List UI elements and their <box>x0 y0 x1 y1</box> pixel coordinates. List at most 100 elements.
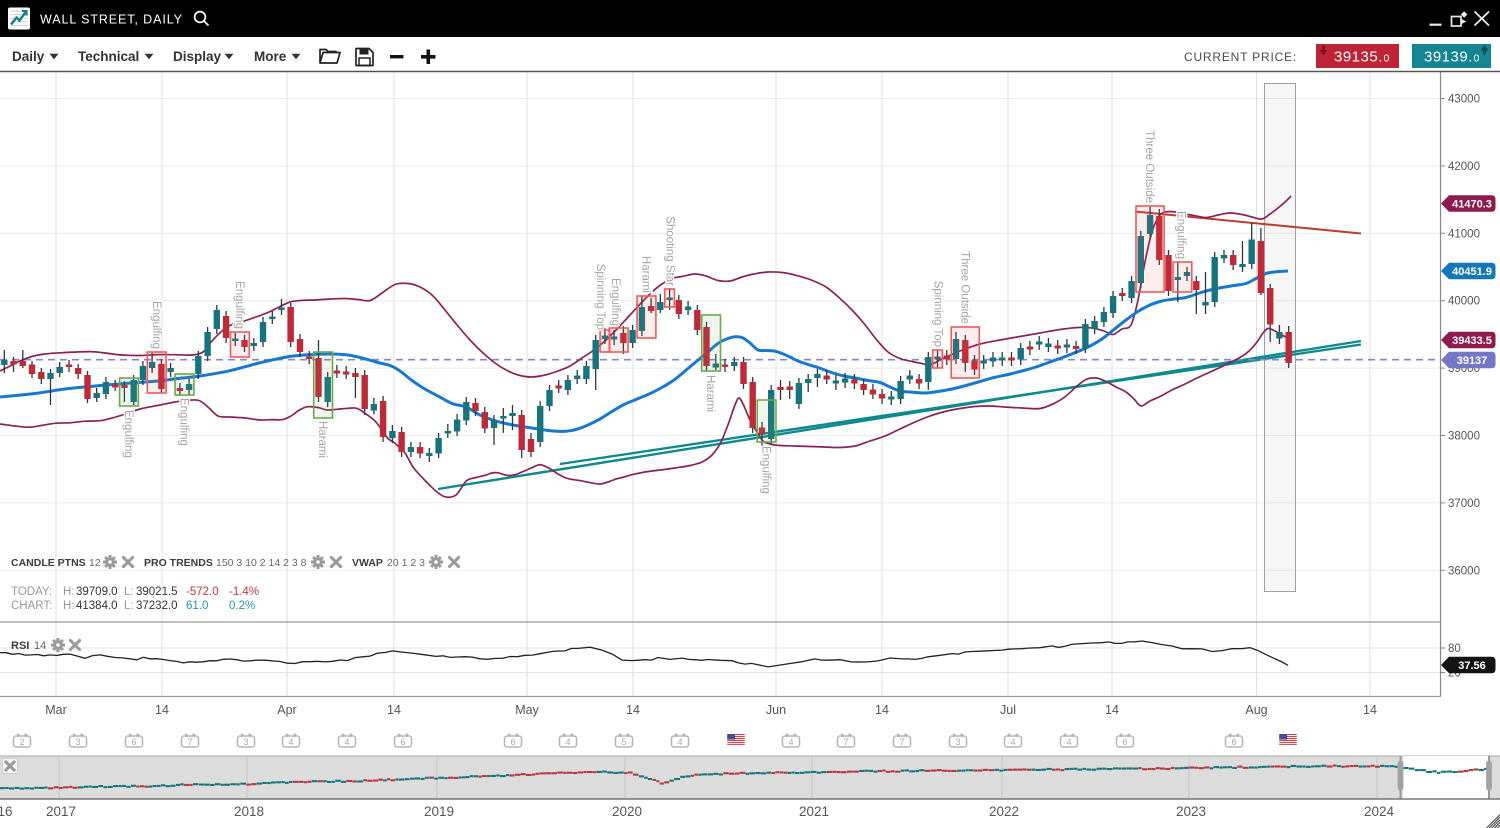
svg-text:5: 5 <box>621 737 626 747</box>
svg-text:Jun: Jun <box>766 703 786 717</box>
svg-text:3: 3 <box>243 737 248 747</box>
svg-text:2023: 2023 <box>1176 804 1206 819</box>
svg-text:4: 4 <box>677 737 682 747</box>
svg-text:Aug: Aug <box>1245 703 1267 717</box>
svg-text:0.2%: 0.2% <box>229 600 255 612</box>
svg-text:Engulfing: Engulfing <box>233 281 245 329</box>
svg-text:4: 4 <box>565 737 570 747</box>
svg-text:2022: 2022 <box>989 804 1019 819</box>
svg-text:4: 4 <box>288 737 293 747</box>
svg-text:Engulfing: Engulfing <box>177 398 189 446</box>
svg-text:14: 14 <box>34 640 46 652</box>
svg-text:Technical: Technical <box>78 49 139 64</box>
svg-text:Engulfing: Engulfing <box>1174 211 1186 259</box>
svg-text:More: More <box>254 49 287 64</box>
svg-text:40451.9: 40451.9 <box>1452 266 1492 278</box>
svg-text:4: 4 <box>788 737 793 747</box>
svg-text:Engulfing: Engulfing <box>122 410 134 458</box>
svg-text:-1.4%: -1.4% <box>229 586 259 598</box>
svg-text:41000: 41000 <box>1448 228 1480 240</box>
svg-text:14: 14 <box>1363 703 1377 717</box>
svg-text:14: 14 <box>875 703 889 717</box>
svg-text:6: 6 <box>1231 737 1236 747</box>
svg-text:16: 16 <box>0 804 13 819</box>
svg-text:Engulfing: Engulfing <box>760 446 772 494</box>
svg-text:41470.3: 41470.3 <box>1452 199 1492 211</box>
svg-text:14: 14 <box>626 703 640 717</box>
svg-text:43000: 43000 <box>1448 94 1480 106</box>
svg-text:0: 0 <box>1474 53 1480 65</box>
svg-text:Harami: Harami <box>639 256 651 293</box>
svg-text:2: 2 <box>19 737 24 747</box>
svg-text:39135.: 39135. <box>1334 49 1383 66</box>
svg-text:May: May <box>515 703 539 717</box>
svg-text:7: 7 <box>187 737 192 747</box>
svg-text:2018: 2018 <box>234 804 264 819</box>
svg-text:Harami: Harami <box>704 375 716 412</box>
svg-text:Apr: Apr <box>277 703 296 717</box>
svg-text:CURRENT PRICE:: CURRENT PRICE: <box>1184 50 1297 64</box>
svg-text:14: 14 <box>387 703 401 717</box>
svg-text:4: 4 <box>344 737 349 747</box>
svg-text:39433.5: 39433.5 <box>1452 335 1492 347</box>
svg-text:14: 14 <box>155 703 169 717</box>
svg-text:Engulfing: Engulfing <box>150 301 162 349</box>
svg-text:4: 4 <box>1066 737 1071 747</box>
svg-text:14: 14 <box>1105 703 1119 717</box>
svg-text:2019: 2019 <box>424 804 454 819</box>
svg-text:3: 3 <box>75 737 80 747</box>
svg-text:CANDLE PTNS: CANDLE PTNS <box>11 557 86 569</box>
svg-text:H:: H: <box>63 586 75 598</box>
svg-text:Three Outside: Three Outside <box>958 251 970 324</box>
svg-text:39709.0: 39709.0 <box>76 586 118 598</box>
svg-text:38000: 38000 <box>1448 431 1480 443</box>
svg-text:12: 12 <box>89 557 101 569</box>
svg-text:2020: 2020 <box>612 804 642 819</box>
svg-text:39139.: 39139. <box>1424 49 1473 66</box>
svg-text:41384.0: 41384.0 <box>76 600 118 612</box>
svg-text:Three Outside: Three Outside <box>1143 130 1155 203</box>
svg-text:39021.5: 39021.5 <box>136 586 178 598</box>
svg-text:2017: 2017 <box>46 804 76 819</box>
svg-text:L:: L: <box>124 586 134 598</box>
svg-text:Shooting Star: Shooting Star <box>664 216 676 286</box>
svg-text:RSI: RSI <box>11 640 29 652</box>
svg-text:6: 6 <box>1122 737 1127 747</box>
svg-text:40000: 40000 <box>1448 296 1480 308</box>
svg-text:20 1 2 3: 20 1 2 3 <box>387 557 425 569</box>
svg-text:CHART:: CHART: <box>11 600 52 612</box>
svg-text:4: 4 <box>1010 737 1015 747</box>
svg-text:42000: 42000 <box>1448 161 1480 173</box>
svg-text:2021: 2021 <box>799 804 829 819</box>
svg-text:6: 6 <box>510 737 515 747</box>
svg-text:WALL STREET, DAILY: WALL STREET, DAILY <box>40 13 183 27</box>
svg-text:36000: 36000 <box>1448 565 1480 577</box>
svg-text:7: 7 <box>843 737 848 747</box>
svg-text:37000: 37000 <box>1448 498 1480 510</box>
svg-text:Mar: Mar <box>45 703 67 717</box>
svg-text:6: 6 <box>400 737 405 747</box>
svg-text:7: 7 <box>899 737 904 747</box>
svg-text:80: 80 <box>1448 643 1461 655</box>
svg-text:6: 6 <box>131 737 136 747</box>
svg-text:37232.0: 37232.0 <box>136 600 178 612</box>
svg-text:H:: H: <box>63 600 75 612</box>
svg-text:TODAY:: TODAY: <box>11 586 52 598</box>
svg-text:150 3 10 2 14 2 3 8: 150 3 10 2 14 2 3 8 <box>216 557 307 569</box>
svg-text:VWAP: VWAP <box>352 557 383 569</box>
svg-text:61.0: 61.0 <box>186 600 208 612</box>
svg-text:Harami: Harami <box>316 421 328 458</box>
svg-text:0: 0 <box>1384 53 1390 65</box>
svg-text:Daily: Daily <box>12 49 45 64</box>
svg-text:3: 3 <box>955 737 960 747</box>
svg-text:Engulfing: Engulfing <box>609 278 621 326</box>
svg-text:Display: Display <box>173 49 222 64</box>
svg-text:2024: 2024 <box>1364 804 1395 819</box>
svg-text:-572.0: -572.0 <box>186 586 219 598</box>
svg-text:39137: 39137 <box>1457 355 1488 367</box>
svg-text:L:: L: <box>124 600 134 612</box>
svg-text:37.56: 37.56 <box>1458 660 1486 672</box>
svg-text:Spinning Top: Spinning Top <box>594 264 606 330</box>
svg-text:Jul: Jul <box>1000 703 1016 717</box>
svg-text:Spinning Top: Spinning Top <box>931 281 943 347</box>
